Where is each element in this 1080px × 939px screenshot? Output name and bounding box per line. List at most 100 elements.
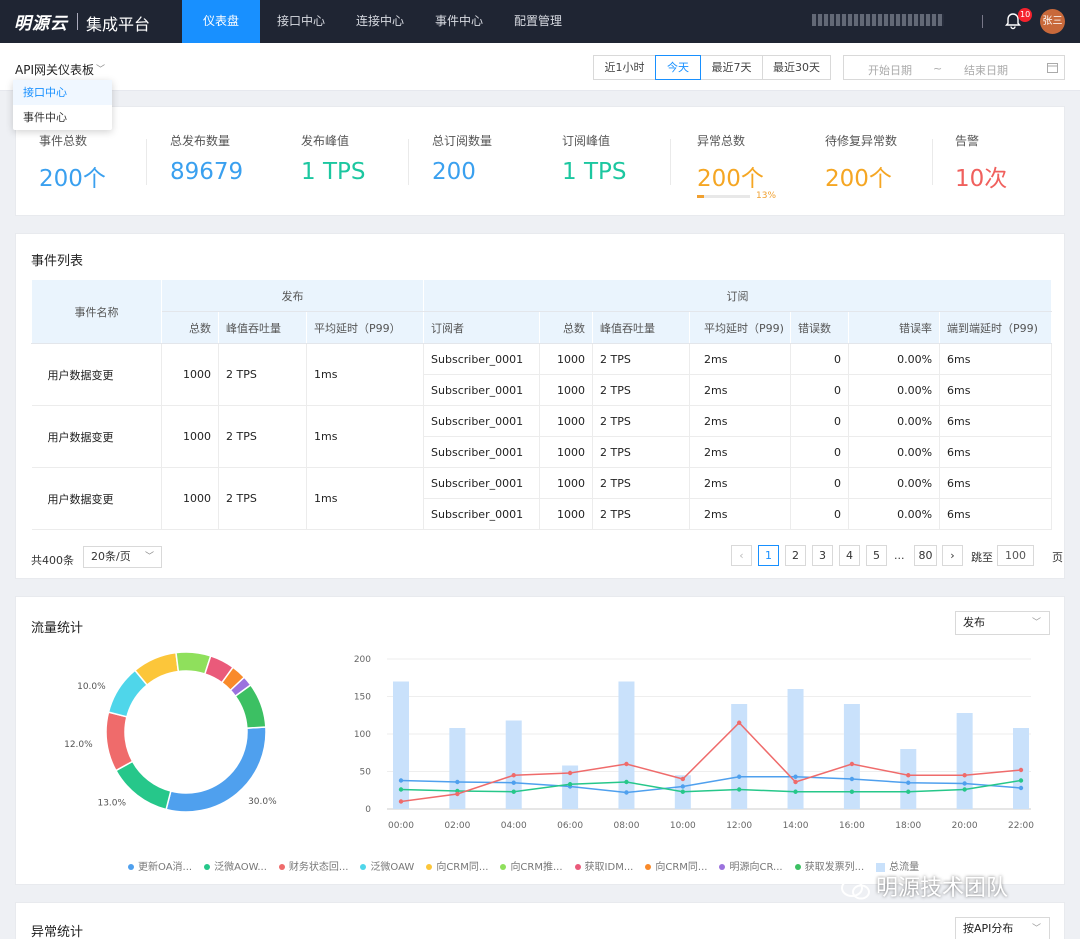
legend-label: 更新OA消...	[138, 862, 193, 873]
x-tick-label: 00:00	[388, 821, 414, 831]
legend-item[interactable]: 获取发票列...	[794, 858, 864, 873]
series-point	[849, 776, 855, 782]
cell-event-name: 用户数据变更	[31, 467, 162, 530]
cell-subscriber: Subscriber_0001	[423, 436, 541, 468]
series-point	[1018, 785, 1024, 791]
series-point	[906, 780, 911, 785]
legend-item[interactable]: 向CRM推...	[500, 858, 563, 873]
stat-divider	[146, 139, 147, 185]
cell-publish-total: 1000	[161, 343, 219, 406]
series-point	[680, 784, 686, 789]
prev-page-button[interactable]: ‹	[731, 545, 752, 566]
nav-dashboard[interactable]: 仪表盘	[182, 0, 260, 43]
series-point	[455, 779, 460, 785]
series-point	[398, 799, 404, 804]
table-row[interactable]: 用户数据变更 1000 2 TPS 1ms Subscriber_0001 10…	[31, 467, 1053, 530]
bell-icon[interactable]	[1004, 12, 1022, 30]
series-line	[400, 779, 1022, 793]
donut-data-label: 12.0%	[64, 740, 93, 750]
legend-item[interactable]: 明源向CR...	[719, 858, 783, 873]
series-line	[400, 776, 1022, 794]
col-sub-latency: 平均延时（P99)	[689, 311, 792, 344]
page-button-5[interactable]: 5	[866, 545, 887, 566]
start-date-input[interactable]: 开始日期	[868, 64, 912, 77]
legend-item[interactable]: 获取IDM...	[574, 858, 633, 873]
nav-event-center[interactable]: 事件中心	[434, 14, 483, 28]
legend-item[interactable]: 泛微OAW	[360, 858, 414, 873]
table-row[interactable]: 用户数据变更 1000 2 TPS 1ms Subscriber_0001 10…	[31, 405, 1053, 468]
nav-config[interactable]: 配置管理	[513, 14, 562, 28]
table-row[interactable]: Subscriber_0001 1000 2 TPS 2ms 0 0.00% 6…	[32, 498, 1053, 530]
traffic-type-select[interactable]: 发布 ﹀	[955, 611, 1050, 635]
legend-label: 财务状态回...	[288, 862, 349, 873]
cell-error-rate: 0.00%	[848, 374, 941, 406]
table-row[interactable]: Subscriber_0001 1000 2 TPS 2ms 0 0.00% 6…	[32, 374, 1053, 406]
donut-data-label: 10.0%	[77, 682, 106, 692]
y-tick-label: 100	[354, 730, 371, 740]
cell-errors: 0	[790, 343, 850, 375]
nav-connect-center[interactable]: 连接中心	[355, 14, 404, 28]
legend-marker	[360, 864, 367, 870]
legend-item[interactable]: 财务状态回...	[278, 858, 349, 873]
stat-value: 89679	[170, 159, 244, 185]
calendar-icon[interactable]	[1047, 62, 1058, 73]
dropdown-item-event-center[interactable]: 事件中心	[23, 111, 67, 124]
chevron-down-icon[interactable]: ﹀	[96, 65, 106, 75]
x-tick-label: 14:00	[783, 821, 809, 831]
dashboard-select[interactable]: API网关仪表板	[15, 63, 94, 77]
avatar[interactable]: 张三	[1040, 9, 1065, 34]
legend-item[interactable]: 向CRM同...	[645, 858, 707, 873]
legend-item[interactable]: 总流量	[876, 858, 919, 873]
x-tick-label: 22:00	[1008, 821, 1034, 831]
user-name-redacted[interactable]	[812, 14, 944, 26]
page-button-2[interactable]: 2	[785, 545, 806, 566]
range-today-button[interactable]: 今天	[655, 55, 701, 80]
series-point	[793, 789, 798, 794]
page-suffix: 页	[1052, 551, 1063, 564]
exception-group-select[interactable]: 按API分布 ﹀	[955, 917, 1050, 939]
exception-card: 异常统计 按API分布 ﹀	[15, 902, 1065, 939]
next-page-button[interactable]: ›	[942, 545, 963, 566]
range-7d-button[interactable]: 最近7天	[700, 55, 763, 80]
cell-sub-total: 1000	[539, 405, 594, 437]
table-row[interactable]: 用户数据变更 1000 2 TPS 1ms Subscriber_0001 10…	[31, 343, 1053, 406]
table-row[interactable]: Subscriber_0001 1000 2 TPS 2ms 0 0.00% 6…	[32, 436, 1053, 468]
jump-page-input[interactable]: 100	[997, 545, 1034, 566]
cell-error-rate: 0.00%	[848, 467, 941, 499]
top-nav: 明源云 集成平台 仪表盘 接口中心 连接中心 事件中心 配置管理 10 张三	[0, 0, 1080, 43]
chevron-down-icon: ﹀	[1031, 618, 1041, 628]
date-range-picker[interactable]: 开始日期 ~ 结束日期	[843, 55, 1065, 80]
series-point	[567, 782, 573, 787]
series-point	[624, 779, 629, 785]
stat-label: 事件总数	[39, 134, 88, 148]
stat-divider	[932, 139, 933, 185]
series-point	[793, 774, 798, 779]
stat-label: 总订阅数量	[432, 134, 493, 148]
cell-errors: 0	[790, 498, 850, 530]
page-size-select[interactable]: 20条/页 ﹀	[83, 546, 162, 568]
series-point	[511, 789, 516, 794]
bar	[505, 720, 522, 809]
stat-value: 200个	[697, 166, 764, 192]
page-button-4[interactable]: 4	[839, 545, 860, 566]
legend-item[interactable]: 向CRM同...	[426, 858, 488, 873]
dropdown-item-interface-center[interactable]: 接口中心	[13, 80, 112, 105]
page-button-80[interactable]: 80	[914, 545, 937, 566]
exception-progress-label: 13%	[756, 191, 777, 201]
stat-label: 异常总数	[697, 134, 746, 148]
nav-interface-center[interactable]: 接口中心	[276, 14, 325, 28]
donut-chart: 30.0% 13.0% 12.0% 10.0%	[64, 651, 277, 813]
stat-value: 1 TPS	[301, 159, 366, 185]
cell-publish-total: 1000	[161, 405, 219, 468]
legend-item[interactable]: 泛微AOW...	[204, 858, 267, 873]
range-1h-button[interactable]: 近1小时	[593, 55, 656, 80]
bar	[787, 689, 804, 809]
page-button-1[interactable]: 1	[758, 545, 779, 566]
page-button-3[interactable]: 3	[812, 545, 833, 566]
donut-slice	[234, 683, 267, 729]
legend-label: 泛微OAW	[370, 862, 415, 873]
legend-item[interactable]: 更新OA消...	[128, 858, 192, 873]
end-date-input[interactable]: 结束日期	[964, 64, 1008, 77]
range-30d-button[interactable]: 最近30天	[762, 55, 831, 80]
cell-error-rate: 0.00%	[848, 498, 941, 530]
